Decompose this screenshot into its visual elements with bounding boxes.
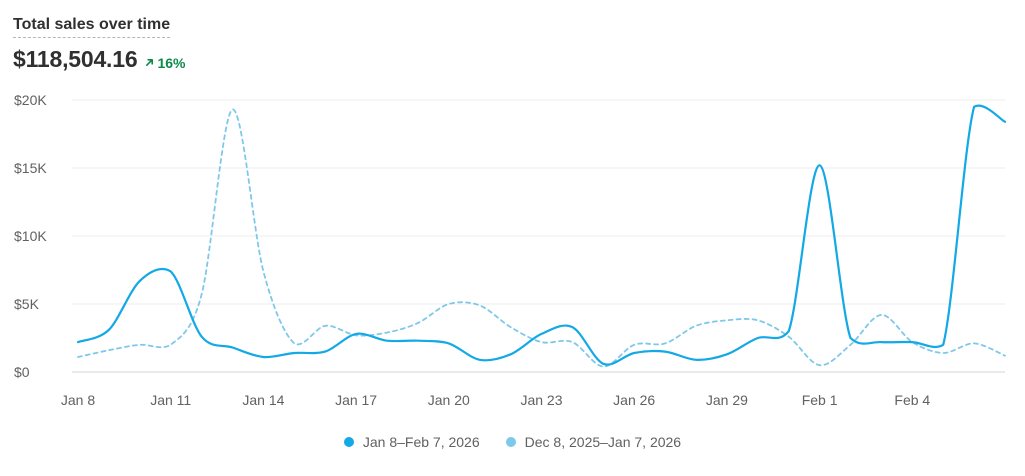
x-tick-label: Jan 20 xyxy=(428,392,470,408)
y-tick-label: $5K xyxy=(14,296,40,312)
legend-label-current: Jan 8–Feb 7, 2026 xyxy=(362,434,480,450)
y-tick-label: $0 xyxy=(14,364,30,380)
x-tick-label: Jan 11 xyxy=(150,392,191,408)
legend-label-previous: Dec 8, 2025–Jan 7, 2026 xyxy=(524,434,682,450)
change-percent: 16% xyxy=(157,54,186,71)
metric-row: $118,504.16 16% xyxy=(13,46,185,73)
y-tick-label: $10K xyxy=(14,228,47,244)
series-line-previous xyxy=(77,108,1006,368)
x-tick-label: Jan 8 xyxy=(61,392,95,408)
x-tick-label: Feb 4 xyxy=(894,392,930,408)
legend-dot-current xyxy=(343,437,354,447)
legend-dot-previous xyxy=(505,437,516,447)
chart-legend: Jan 8–Feb 7, 2026 Dec 8, 2025–Jan 7, 202… xyxy=(0,434,1025,450)
series-line-current xyxy=(76,104,1007,366)
x-tick-label: Jan 29 xyxy=(706,392,748,408)
x-tick-label: Jan 26 xyxy=(613,392,655,408)
chart-title[interactable]: Total sales over time xyxy=(13,15,171,38)
x-tick-label: Feb 1 xyxy=(802,392,838,408)
y-tick-label: $15K xyxy=(14,160,47,176)
total-sales-value: $118,504.16 xyxy=(13,46,138,72)
x-tick-label: Jan 14 xyxy=(242,392,284,408)
x-tick-label: Jan 23 xyxy=(520,392,562,408)
y-tick-label: $20K xyxy=(14,92,47,108)
change-badge: 16% xyxy=(145,55,185,71)
legend-item-current[interactable]: Jan 8–Feb 7, 2026 xyxy=(343,434,480,450)
x-tick-label: Jan 17 xyxy=(335,392,377,408)
arrow-up-right-icon xyxy=(146,58,154,67)
legend-item-previous[interactable]: Dec 8, 2025–Jan 7, 2026 xyxy=(505,434,682,450)
